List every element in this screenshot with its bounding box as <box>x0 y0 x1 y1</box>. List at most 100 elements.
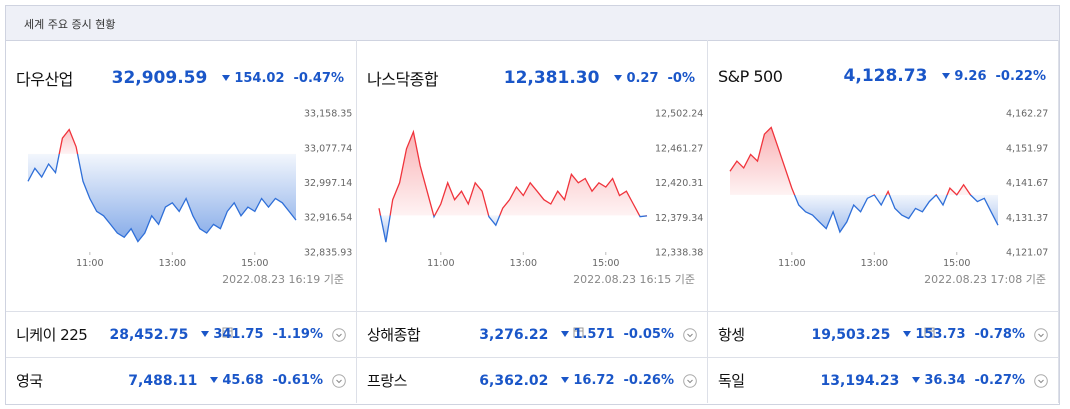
chevron <box>336 333 342 337</box>
y-tick-label: 12,379.34 <box>655 213 703 224</box>
expand-button[interactable] <box>1034 327 1048 342</box>
index-row: 프랑스 6,362.02 16.72 -0.26% <box>357 357 708 403</box>
chevron <box>336 379 342 383</box>
y-tick-label: 4,121.07 <box>1006 248 1048 259</box>
index-name: 다우산업 <box>16 70 73 89</box>
quote: 12,381.30 0.27 -0% <box>504 68 695 88</box>
index-name: 상해종합 <box>367 326 421 344</box>
change: 16.72 <box>561 373 614 388</box>
y-tick-label: 32,997.14 <box>304 178 352 189</box>
quote: 13,194.23 36.34 -0.27% <box>821 373 1048 389</box>
price: 13,194.23 <box>820 372 900 389</box>
button-circle <box>1034 327 1048 342</box>
y-tick-label: 4,151.97 <box>1006 143 1048 154</box>
change: 36.34 <box>912 373 965 388</box>
index-name: 영국 <box>16 372 43 390</box>
button-circle <box>332 327 346 342</box>
index-panel: S&P 500 4,128.73 9.26 -0.22% 4,162.27 4,151.9… <box>708 40 1059 338</box>
y-tick-label: 32,835.93 <box>304 248 352 259</box>
index-name: 항셍 <box>718 326 745 344</box>
change-percent: -0% <box>667 70 695 86</box>
change: 0.27 <box>614 71 658 86</box>
change-percent: -0.61% <box>272 373 324 388</box>
area <box>28 129 296 242</box>
y-tick-label: 12,338.38 <box>655 248 703 259</box>
price-line <box>27 128 297 243</box>
expand-button[interactable] <box>1034 373 1048 388</box>
price: 4,128.73 <box>843 66 928 86</box>
y-tick-label: 12,502.24 <box>655 109 703 120</box>
index-panel: 다우산업 32,909.59 154.02 -0.47% 33,158.35 33,077… <box>6 40 357 338</box>
y-tick-label: 12,461.27 <box>655 143 703 154</box>
area <box>730 127 998 232</box>
x-tick-label: 11:00 <box>427 258 454 269</box>
index-head: S&P 500 4,128.73 9.26 -0.22% <box>718 66 1046 86</box>
index-head: 다우산업 32,909.59 154.02 -0.47% <box>16 66 344 90</box>
change: 154.02 <box>222 71 284 86</box>
expand-button[interactable] <box>332 373 346 388</box>
timestamp: 2022.08.23 17:08 기준 <box>924 271 1046 338</box>
chevron <box>1038 333 1044 337</box>
y-tick-label: 4,131.37 <box>1006 213 1048 224</box>
expand-button[interactable] <box>683 373 697 388</box>
chart: 33,158.35 33,077.74 32,997.14 32,916.54 32,8… <box>27 109 352 269</box>
price: 6,362.02 <box>479 372 549 389</box>
change: 1.571 <box>561 327 614 342</box>
chevron <box>687 333 693 337</box>
price: 32,909.59 <box>111 68 208 88</box>
quote: 32,909.59 154.02 -0.47% <box>112 68 344 88</box>
chart: 4,162.27 4,151.97 4,141.67 4,131.37 4,121.07… <box>729 109 1048 269</box>
price: 7,488.11 <box>128 372 198 389</box>
index-name: 프랑스 <box>367 372 407 390</box>
area <box>379 131 647 243</box>
change: 153.73 <box>903 327 965 342</box>
x-tick-label: 13:00 <box>159 258 186 269</box>
y-tick-label: 32,916.54 <box>304 213 352 224</box>
quote: 7,488.11 45.68 -0.61% <box>128 373 346 389</box>
y-tick-label: 33,158.35 <box>304 109 352 120</box>
price: 19,503.25 <box>811 326 891 343</box>
timestamp-text: 2022.08.23 17:08 기준 <box>924 273 1046 286</box>
change-percent: -0.26% <box>623 373 675 388</box>
change-percent: -0.47% <box>293 70 345 86</box>
quote: 4,128.73 9.26 -0.22% <box>844 66 1046 86</box>
x-tick-label: 15:00 <box>241 258 268 269</box>
button-circle <box>683 327 697 342</box>
change: 45.68 <box>210 373 263 388</box>
price: 28,452.75 <box>109 326 189 343</box>
expand-button[interactable] <box>332 327 346 342</box>
header-title: 세계 주요 증시 현황 <box>24 18 116 31</box>
index-row: 상해종합 3,276.22 1.571 -0.05% <box>357 311 708 357</box>
x-tick-label: 13:00 <box>861 258 888 269</box>
y-tick-label: 33,077.74 <box>304 143 352 154</box>
header: 세계 주요 증시 현황 <box>5 5 1060 41</box>
change-percent: -1.19% <box>272 327 324 342</box>
index-row: 항셍 19,503.25 153.73 -0.78% <box>708 311 1059 357</box>
x-tick-label: 15:00 <box>943 258 970 269</box>
index-panel: 나스닥종합 12,381.30 0.27 -0% 12,502.24 12,461.27 1… <box>357 40 708 338</box>
timestamp-text: 2022.08.23 16:19 기준 <box>222 273 344 286</box>
y-tick-label: 4,141.67 <box>1006 178 1048 189</box>
price-line <box>729 126 999 234</box>
x-tick-label: 11:00 <box>76 258 103 269</box>
quote: 3,276.22 1.571 -0.05% <box>479 327 697 343</box>
x-tick-label: 15:00 <box>592 258 619 269</box>
button-circle <box>332 373 346 388</box>
price: 12,381.30 <box>503 68 600 88</box>
change-percent: -0.78% <box>974 327 1026 342</box>
index-row: 니케이 225 28,452.75 341.75 -1.19% <box>6 311 357 357</box>
price-line <box>378 129 648 243</box>
chart: 12,502.24 12,461.27 12,420.31 12,379.34 12,3… <box>378 109 703 269</box>
timestamp: 2022.08.23 16:19 기준 <box>222 271 344 338</box>
quote: 6,362.02 16.72 -0.26% <box>479 373 697 389</box>
expand-button[interactable] <box>683 327 697 342</box>
quote: 19,503.25 153.73 -0.78% <box>812 327 1049 343</box>
quote: 28,452.75 341.75 -1.19% <box>110 327 347 343</box>
button-circle <box>1034 373 1048 388</box>
y-tick-label: 4,162.27 <box>1006 109 1048 120</box>
change-percent: -0.05% <box>623 327 675 342</box>
timestamp-text: 2022.08.23 16:15 기준 <box>573 273 695 286</box>
y-tick-label: 12,420.31 <box>655 178 703 189</box>
button-circle <box>683 373 697 388</box>
change-percent: -0.22% <box>995 68 1047 84</box>
